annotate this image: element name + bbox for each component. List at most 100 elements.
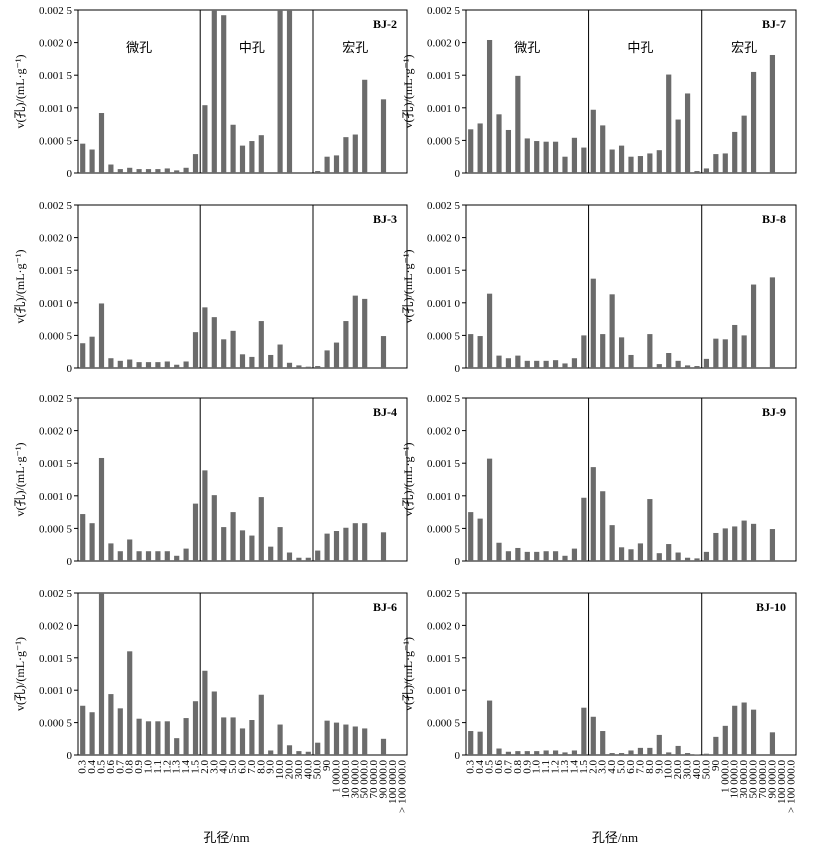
x-tick-label: 50 000.0 xyxy=(359,760,371,799)
bar-10.0 xyxy=(277,724,283,755)
bar-0.6 xyxy=(108,543,114,561)
y-tick-label: 0.001 0 xyxy=(427,298,461,310)
bar-90 xyxy=(324,156,330,173)
x-tick-label: 50.0 xyxy=(312,760,324,780)
bar-0.4 xyxy=(477,518,483,561)
bar-1.1 xyxy=(155,362,161,368)
bar-8.0 xyxy=(258,321,264,368)
bar-30 000.0 xyxy=(352,523,358,561)
panel-bj-10: 0 0.000 5 0.001 0 0.001 5 0.002 0 0.002 5 BJ-1… xyxy=(401,588,797,813)
bar-2.0 xyxy=(590,109,596,173)
x-tick-label: 10 000.0 xyxy=(340,760,352,799)
bar-0.6 xyxy=(108,358,114,368)
bar-1.0 xyxy=(534,751,540,755)
bar-1.0 xyxy=(145,551,152,561)
bar-10 000.0 xyxy=(732,705,738,755)
bar-0.8 xyxy=(515,75,521,173)
x-tick-label: 1.3 xyxy=(559,760,571,774)
bar-1.3 xyxy=(174,170,180,173)
bar-30.0 xyxy=(296,557,302,561)
bar-0.4 xyxy=(477,123,483,173)
y-axis-label: v(孔)/(mL·g⁻¹) xyxy=(13,250,27,324)
bar-30 000.0 xyxy=(741,520,747,561)
bar-50 000.0 xyxy=(362,79,368,173)
bar-50.0 xyxy=(703,753,710,755)
y-tick-label: 0 xyxy=(455,168,461,180)
bar-90 xyxy=(713,736,719,755)
y-tick-label: 0.001 0 xyxy=(39,298,73,310)
x-tick-label: 2.0 xyxy=(199,760,211,774)
bar-0.9 xyxy=(524,551,530,561)
y-tick-label: 0.001 5 xyxy=(39,265,73,277)
bar-50 000.0 xyxy=(750,523,757,561)
bar-0.7 xyxy=(505,358,512,368)
bar-90 000.0 xyxy=(380,532,387,561)
bar-0.3 xyxy=(468,334,474,368)
bar-30 000.0 xyxy=(741,115,747,173)
bar-1.4 xyxy=(183,548,189,561)
panel-title: BJ-3 xyxy=(373,212,397,226)
x-tick-label: 4.0 xyxy=(218,760,230,774)
y-axis-label: v(孔)/(mL·g⁻¹) xyxy=(401,55,415,129)
x-tick-label: 5.0 xyxy=(227,760,239,774)
x-tick-label: 0.3 xyxy=(465,760,477,774)
bar-0.7 xyxy=(505,751,512,755)
bar-1.1 xyxy=(543,360,549,368)
y-tick-label: 0 xyxy=(67,168,73,180)
bar-40.0 xyxy=(694,754,700,755)
bar-0.7 xyxy=(117,360,123,368)
y-tick-label: 0.002 5 xyxy=(39,5,73,17)
x-tick-label: 1.4 xyxy=(180,760,192,774)
x-tick-label: 100 000.0 xyxy=(776,760,788,805)
bar-0.5 xyxy=(98,457,105,561)
bar-0.9 xyxy=(524,751,530,755)
bar-8.0 xyxy=(647,499,653,561)
bar-90 000.0 xyxy=(380,99,387,173)
bar-1.3 xyxy=(174,364,180,368)
y-tick-label: 0.000 5 xyxy=(427,330,461,342)
x-tick-label: 40.0 xyxy=(302,760,314,780)
x-tick-label: 1.1 xyxy=(540,760,552,774)
bar-1.1 xyxy=(155,721,161,755)
x-tick-label: 0.7 xyxy=(114,760,126,774)
bar-1.5 xyxy=(192,503,199,561)
bar-1.5 xyxy=(192,332,199,368)
bar-0.9 xyxy=(136,169,142,173)
x-tick-label: 0.5 xyxy=(484,760,496,774)
bar-40.0 xyxy=(305,366,311,368)
bar-50.0 xyxy=(703,551,710,561)
y-tick-label: 0.002 0 xyxy=(39,38,73,50)
bar-1.0 xyxy=(145,362,152,368)
bar-6.0 xyxy=(239,728,246,755)
x-tick-label: 20.0 xyxy=(672,760,684,780)
bar-6.0 xyxy=(628,156,634,173)
bar-5.0 xyxy=(618,337,625,368)
x-tick-label: 40.0 xyxy=(691,760,703,780)
bar-3.0 xyxy=(211,10,217,173)
bar-90 xyxy=(713,154,719,173)
bar-4.0 xyxy=(221,15,227,173)
x-tick-label: 90 000.0 xyxy=(766,760,778,799)
y-tick-label: 0.001 0 xyxy=(39,685,73,697)
x-tick-label: 50 000.0 xyxy=(748,760,760,799)
x-tick-label: 1.0 xyxy=(531,760,543,774)
bar-0.5 xyxy=(98,593,105,755)
y-axis-label: v(孔)/(mL·g⁻¹) xyxy=(13,637,27,711)
bar-1.1 xyxy=(543,141,549,173)
bar-8.0 xyxy=(647,153,653,173)
bar-1.5 xyxy=(581,147,587,173)
bar-90 000.0 xyxy=(769,54,776,173)
bar-1.5 xyxy=(581,497,587,561)
bar-20.0 xyxy=(675,360,681,368)
bar-2.0 xyxy=(590,716,596,755)
bar-4.0 xyxy=(609,294,615,368)
bar-1.5 xyxy=(192,701,199,755)
bar-1 000.0 xyxy=(722,725,728,755)
bar-5.0 xyxy=(618,547,625,561)
bar-1.2 xyxy=(552,360,559,368)
bar-10 000.0 xyxy=(732,131,738,173)
bar-90 000.0 xyxy=(380,738,387,755)
bar-0.8 xyxy=(127,651,133,755)
bar-1.3 xyxy=(174,738,180,755)
bar-20.0 xyxy=(286,10,293,173)
